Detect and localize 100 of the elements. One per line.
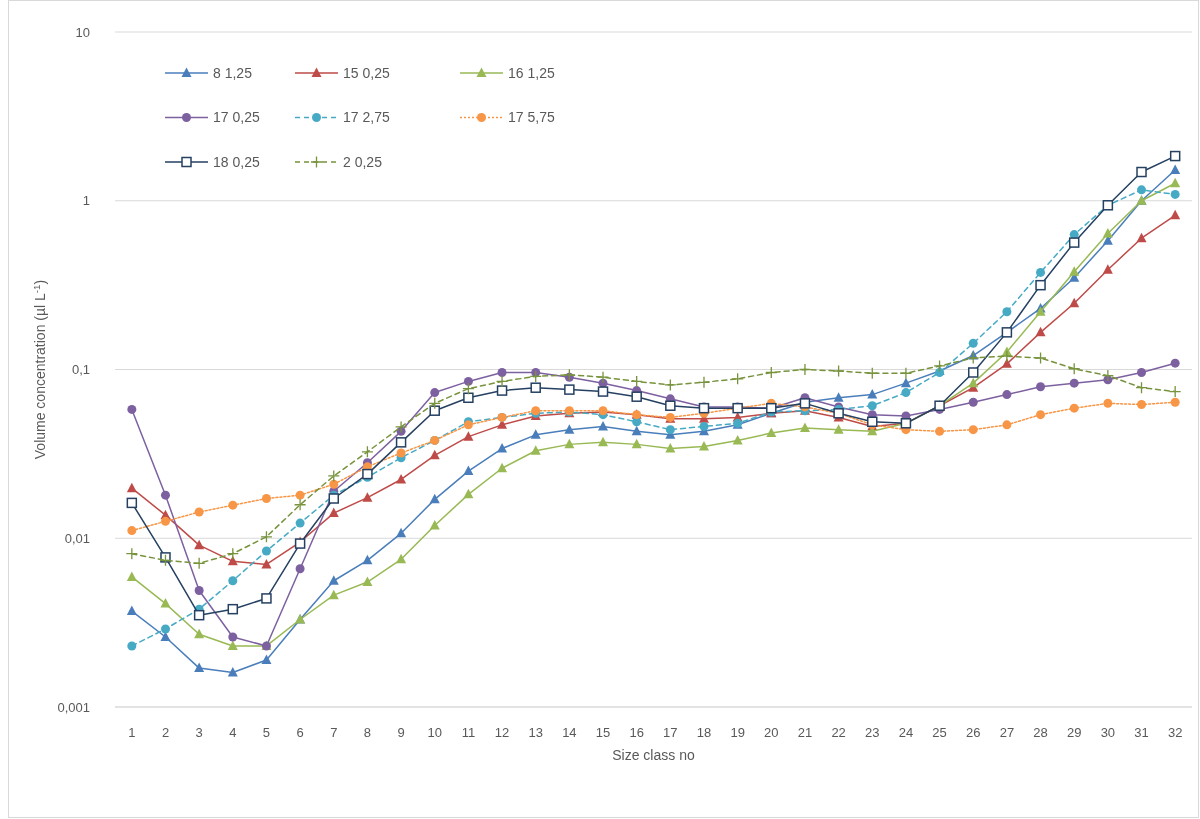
point <box>1036 382 1046 392</box>
point <box>463 392 474 404</box>
point <box>798 363 812 376</box>
point <box>160 624 170 634</box>
point <box>1137 367 1147 377</box>
point <box>463 431 474 441</box>
point <box>1103 398 1113 408</box>
point <box>1136 166 1147 178</box>
point <box>127 641 137 651</box>
legend-label: 15 0,25 <box>343 64 390 81</box>
y-tick-label: 1 <box>82 193 90 209</box>
point <box>362 554 373 565</box>
point <box>463 465 474 476</box>
point <box>127 404 137 414</box>
point <box>867 416 878 428</box>
point <box>496 385 508 396</box>
point <box>1170 189 1180 199</box>
point <box>328 589 339 600</box>
point <box>1036 267 1046 277</box>
point <box>159 554 172 567</box>
point <box>900 377 911 388</box>
legend-label: 17 0,25 <box>213 109 260 126</box>
point <box>631 425 642 436</box>
point <box>1137 185 1147 195</box>
x-tick-label: 27 <box>999 724 1015 740</box>
point <box>597 386 609 397</box>
point <box>126 605 137 616</box>
point <box>295 490 305 500</box>
x-tick-label: 7 <box>330 724 338 740</box>
point <box>967 367 979 378</box>
x-tick-label: 19 <box>730 724 745 740</box>
point <box>126 482 137 493</box>
legend-label: 16 1,25 <box>508 64 555 81</box>
point <box>1069 266 1080 276</box>
point <box>665 400 676 411</box>
x-tick-label: 12 <box>494 724 510 740</box>
point <box>596 371 610 384</box>
x-tick-label: 18 <box>696 724 712 740</box>
point <box>429 449 440 460</box>
point <box>833 424 844 434</box>
point <box>193 609 205 621</box>
legend-label: 8 1,25 <box>213 64 253 81</box>
point <box>833 392 844 402</box>
point <box>429 520 440 530</box>
point <box>598 436 609 447</box>
point <box>631 391 642 402</box>
point <box>228 632 238 642</box>
point <box>329 479 339 489</box>
x-tick-label: 30 <box>1100 724 1116 740</box>
point <box>867 389 878 399</box>
point <box>631 438 642 449</box>
point <box>261 654 272 664</box>
point <box>799 422 810 433</box>
point <box>1069 378 1079 388</box>
point <box>293 498 307 511</box>
point <box>126 571 137 581</box>
point <box>497 443 508 453</box>
x-tick-label: 20 <box>764 724 779 740</box>
x-tick-label: 23 <box>865 724 880 740</box>
point <box>362 492 373 502</box>
x-tick-label: 31 <box>1134 724 1149 740</box>
point <box>295 518 305 528</box>
point <box>261 593 272 604</box>
point <box>395 437 407 448</box>
point <box>463 376 473 386</box>
point <box>228 576 238 586</box>
point <box>563 368 576 381</box>
point <box>968 397 978 407</box>
point <box>968 425 978 435</box>
point <box>1170 177 1181 188</box>
x-tick-label: 2 <box>161 724 170 740</box>
point <box>396 553 407 564</box>
point <box>228 500 238 510</box>
x-tick-label: 1 <box>128 724 136 740</box>
point <box>430 388 440 398</box>
point <box>194 662 205 673</box>
point <box>194 539 205 550</box>
legend-label: 17 2,75 <box>343 109 390 126</box>
point <box>901 388 911 398</box>
point <box>1068 237 1080 248</box>
x-tick-label: 17 <box>663 724 678 740</box>
legend-label: 2 0,25 <box>343 153 383 170</box>
x-tick-label: 29 <box>1066 724 1082 740</box>
point <box>396 527 407 538</box>
x-tick-label: 5 <box>262 724 271 740</box>
y-tick-label: 0,1 <box>71 362 90 378</box>
point <box>463 488 474 499</box>
point <box>1137 400 1147 410</box>
point <box>530 445 541 455</box>
point <box>394 420 408 434</box>
point <box>665 443 676 453</box>
point <box>1036 410 1046 420</box>
x-tick-label: 32 <box>1167 724 1183 740</box>
point <box>396 448 406 458</box>
point <box>328 575 339 585</box>
point <box>261 546 271 556</box>
point <box>697 376 711 389</box>
point <box>428 397 441 410</box>
point <box>160 490 170 500</box>
x-tick-label: 21 <box>797 724 813 740</box>
